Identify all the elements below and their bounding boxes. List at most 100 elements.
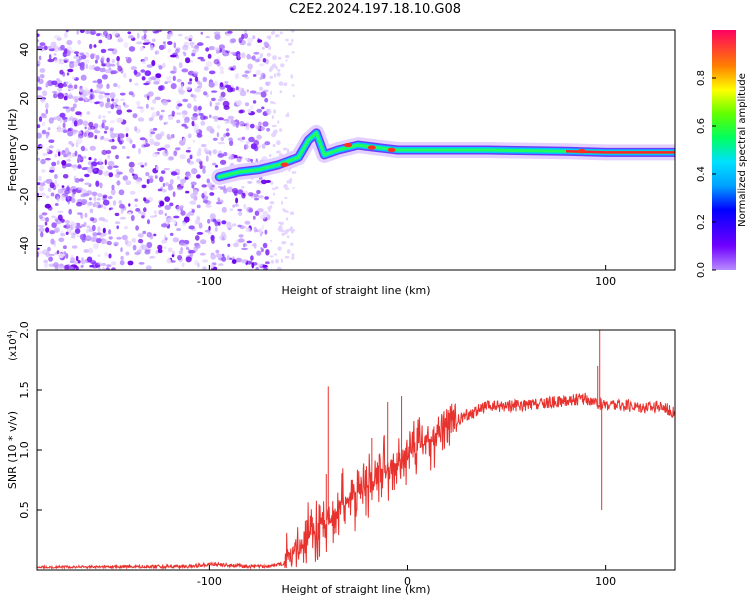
noise-dot	[291, 51, 295, 54]
noise-dot	[160, 109, 165, 113]
noise-dot	[119, 140, 123, 145]
noise-dot	[123, 104, 129, 108]
noise-dot	[216, 125, 221, 129]
noise-dot	[244, 70, 250, 74]
noise-dot	[73, 175, 77, 181]
noise-dot	[259, 228, 263, 234]
noise-dot	[66, 196, 70, 200]
noise-dot	[159, 147, 166, 151]
noise-dot	[170, 171, 178, 176]
noise-dot	[131, 237, 137, 243]
noise-dot	[213, 31, 221, 36]
noise-dot	[99, 101, 105, 108]
noise-dot	[245, 144, 249, 150]
noise-dot	[211, 90, 218, 93]
noise-dot	[74, 84, 78, 89]
noise-dot	[117, 104, 122, 110]
noise-dot	[74, 98, 78, 103]
noise-dot	[113, 83, 118, 87]
noise-dot	[127, 31, 132, 35]
noise-dot	[81, 54, 87, 60]
noise-dot	[88, 247, 93, 254]
noise-dot	[249, 69, 252, 73]
noise-dot	[37, 86, 42, 91]
noise-dot	[77, 260, 81, 264]
noise-dot	[66, 222, 70, 227]
noise-dot	[285, 38, 289, 42]
noise-dot	[55, 218, 59, 223]
noise-dot	[139, 46, 144, 52]
noise-dot	[71, 193, 75, 198]
noise-dot	[57, 82, 64, 89]
noise-dot	[102, 115, 106, 118]
noise-dot	[37, 251, 40, 258]
noise-dot	[281, 200, 283, 205]
noise-dot	[211, 162, 217, 166]
noise-dot	[80, 145, 86, 152]
noise-dot	[189, 253, 194, 257]
noise-dot	[279, 90, 283, 94]
noise-dot	[202, 76, 208, 82]
noise-dot	[56, 115, 62, 122]
colorbar-gradient	[712, 30, 736, 270]
noise-dot	[261, 224, 265, 231]
noise-dot	[83, 249, 89, 253]
noise-dot	[57, 214, 63, 221]
noise-dot	[173, 215, 180, 219]
noise-dot	[76, 138, 83, 145]
noise-dot	[261, 143, 266, 149]
noise-dot	[153, 141, 161, 147]
noise-dot	[108, 236, 113, 240]
noise-dot	[205, 151, 210, 155]
noise-dot	[243, 33, 249, 39]
noise-dot	[285, 54, 290, 59]
noise-dot	[219, 95, 223, 99]
noise-dot	[72, 96, 79, 100]
noise-dot	[191, 168, 198, 175]
noise-dot	[176, 112, 182, 116]
noise-dot	[154, 214, 157, 218]
noise-dot	[64, 147, 70, 154]
noise-dot	[85, 30, 90, 35]
noise-dot	[286, 235, 290, 239]
noise-dot	[252, 74, 257, 77]
noise-dot	[190, 93, 194, 98]
noise-dot	[278, 221, 282, 224]
noise-dot	[269, 205, 273, 208]
noise-dot	[182, 51, 186, 55]
noise-dot	[268, 45, 272, 51]
noise-dot	[99, 136, 103, 141]
noise-dot	[154, 175, 158, 179]
noise-dot	[65, 253, 69, 259]
noise-dot	[87, 166, 93, 174]
noise-dot	[82, 192, 90, 197]
noise-dot	[162, 182, 166, 188]
noise-dot	[281, 232, 285, 236]
noise-dot	[45, 227, 50, 233]
noise-dot	[203, 91, 208, 96]
noise-dot	[63, 251, 67, 255]
cb-tick-label: 0.6	[696, 118, 707, 134]
noise-dot	[37, 132, 42, 139]
noise-dot	[42, 249, 49, 256]
noise-dot	[110, 132, 116, 139]
noise-dot	[108, 139, 115, 143]
noise-dot	[105, 102, 109, 109]
noise-dot	[156, 50, 160, 55]
noise-dot	[188, 249, 196, 254]
noise-dot	[194, 76, 199, 82]
colorbar-ticks: 0.0 0.2 0.4 0.6 0.8	[696, 70, 716, 278]
noise-dot	[250, 255, 254, 261]
noise-dot	[108, 172, 114, 178]
noise-dot	[162, 62, 166, 69]
noise-dot	[286, 228, 292, 232]
noise-dot	[94, 135, 98, 140]
noise-dot	[189, 78, 193, 82]
noise-dot	[162, 150, 169, 157]
noise-dot	[272, 55, 277, 61]
noise-dot	[37, 124, 41, 129]
noise-dot	[58, 237, 65, 243]
noise-dot	[230, 51, 236, 55]
noise-dot	[173, 66, 177, 73]
